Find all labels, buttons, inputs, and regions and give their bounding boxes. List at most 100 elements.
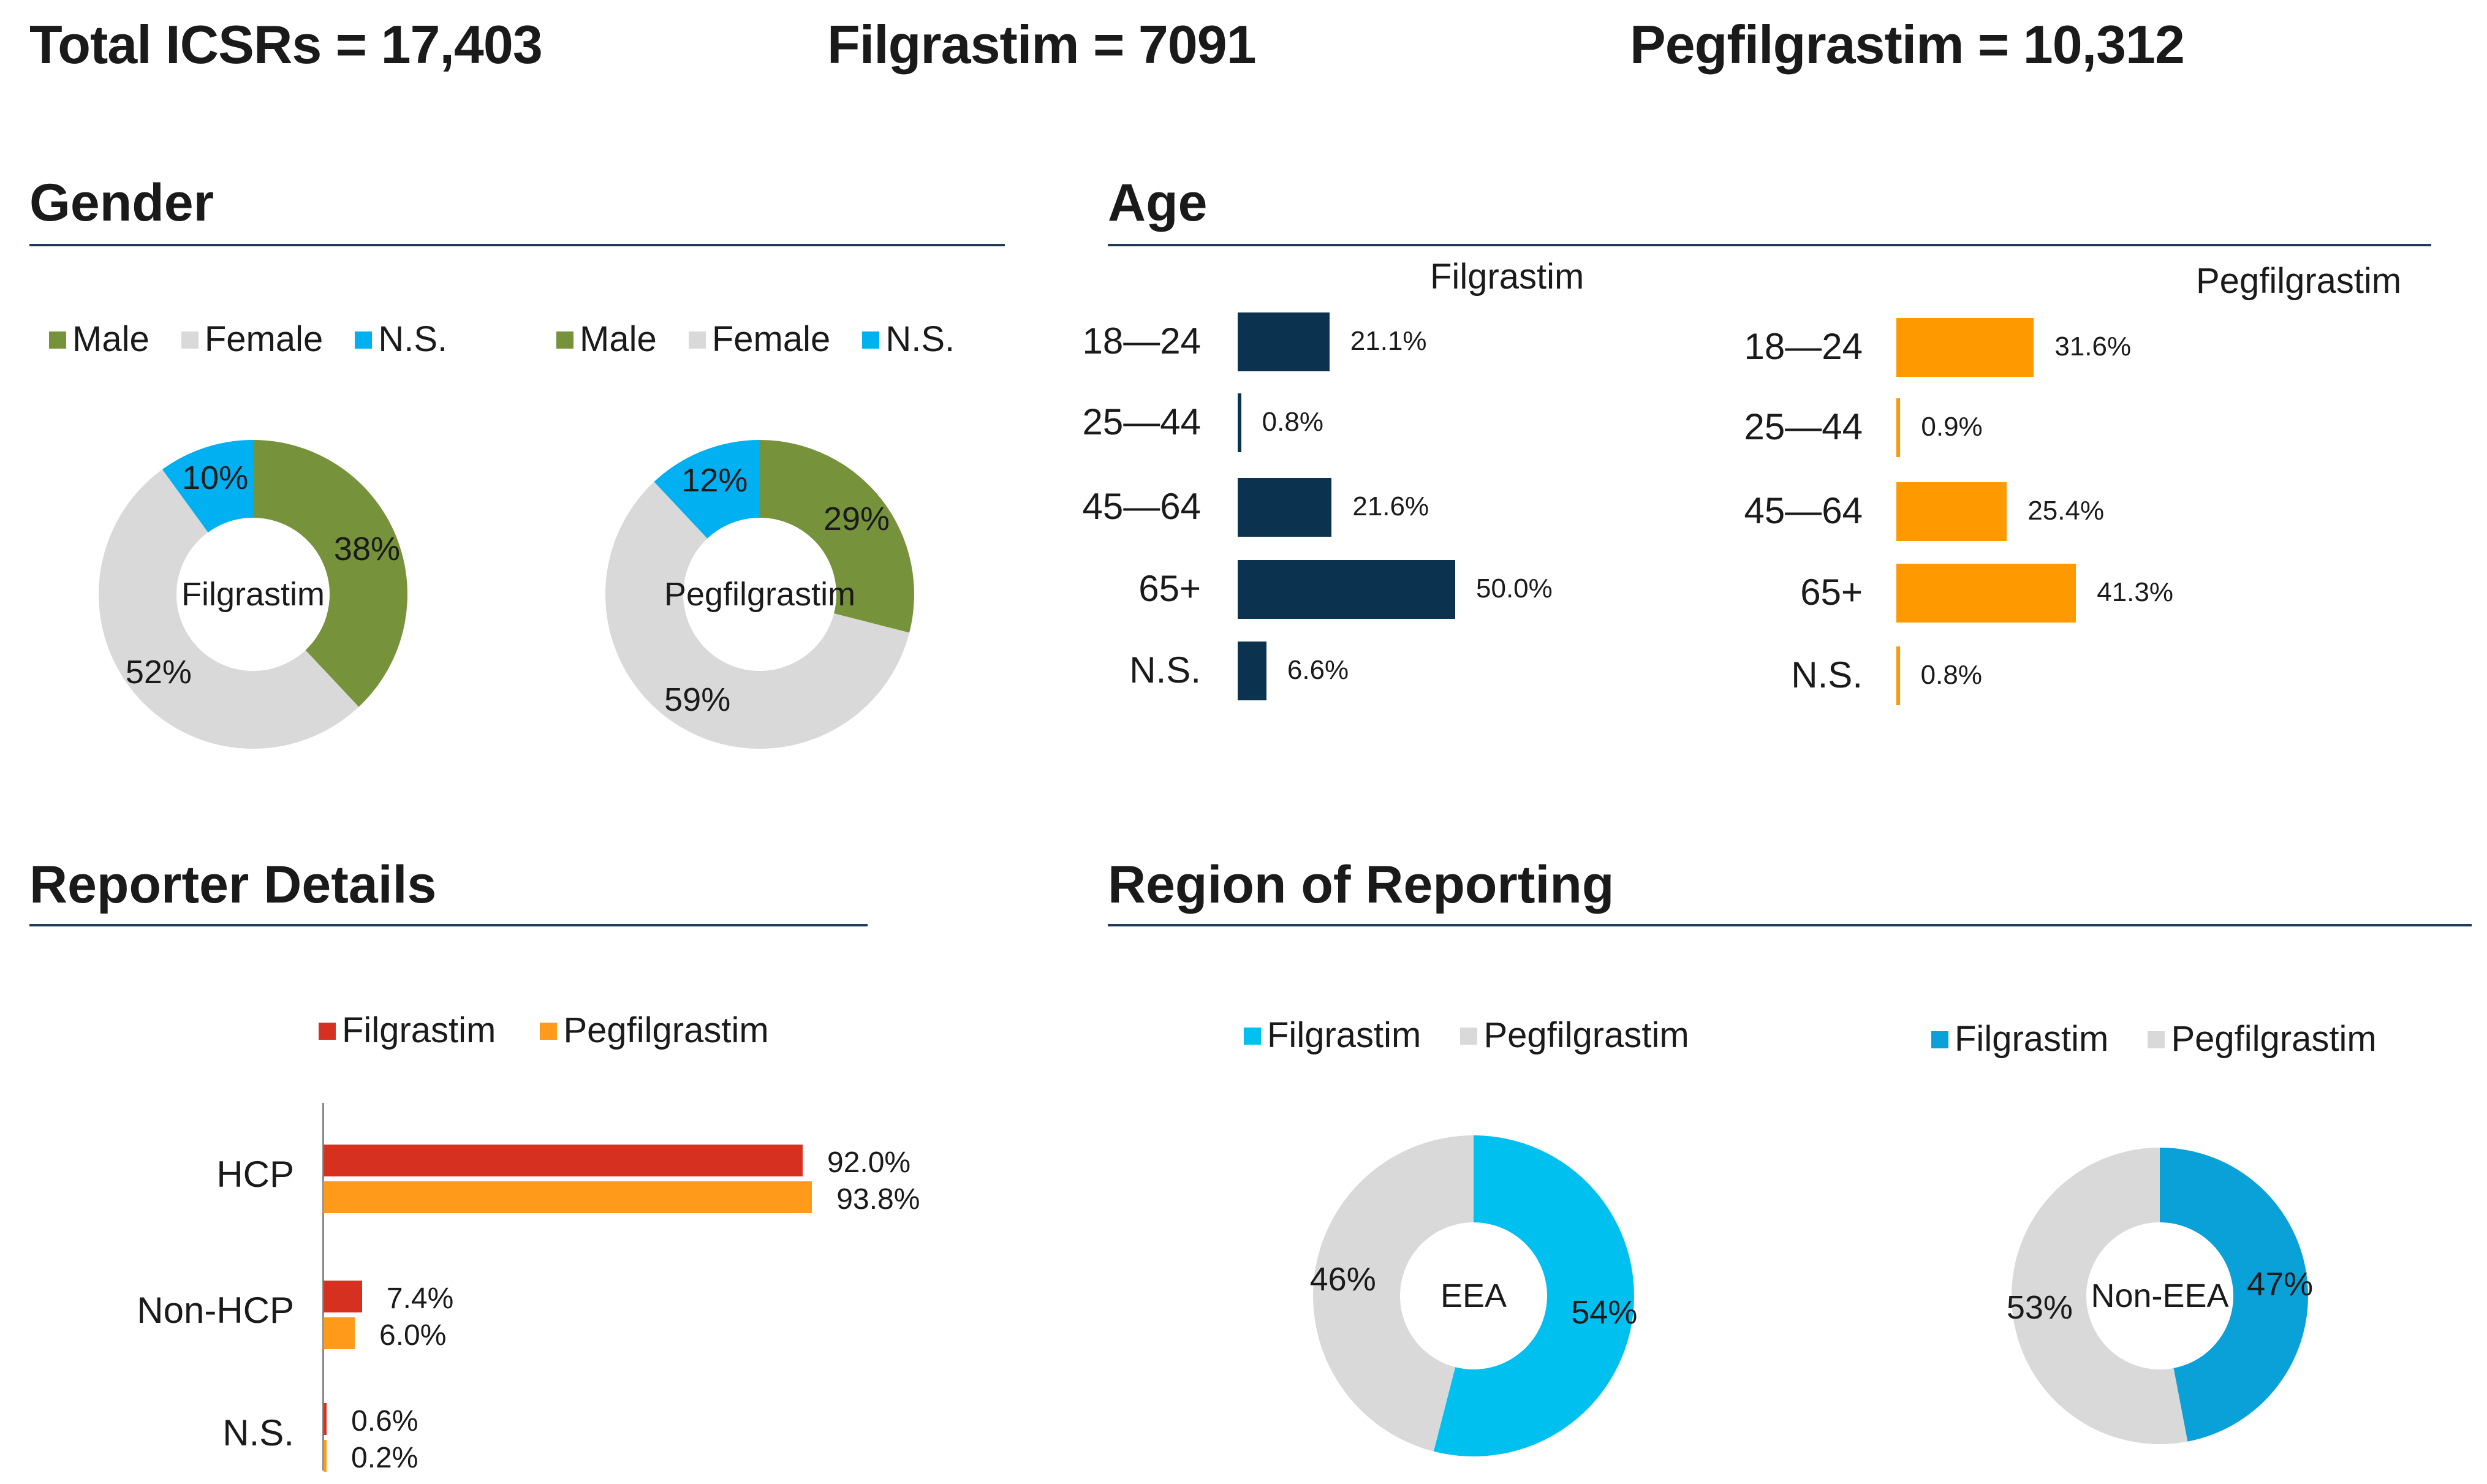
age-value-label: 0.8% — [1920, 660, 1982, 690]
age-category-label: 45—64 — [1744, 490, 1863, 531]
slice-male — [253, 440, 407, 707]
legend-swatch-ns — [355, 331, 373, 349]
reporter-bar — [324, 1440, 327, 1472]
slice-value-label: 53% — [2006, 1289, 2073, 1326]
slice-value-label: 47% — [2247, 1266, 2314, 1303]
age-section-title: Age — [1108, 173, 1208, 232]
age-category-label: 65+ — [1138, 568, 1201, 609]
gender-legend-pegfilgrastim: Male Female N.S. — [556, 319, 955, 360]
legend-pegfilgrastim: Pegfilgrastim — [1460, 1015, 1689, 1055]
age-pegfilgrastim-title: Pegfilgrastim — [2196, 261, 2402, 301]
legend-swatch-pegfilgrastim — [540, 1023, 558, 1040]
age-bar — [1238, 560, 1455, 619]
reporter-value-label: 6.0% — [379, 1319, 447, 1352]
region-section-title: Region of Reporting — [1108, 855, 1614, 914]
legend-swatch-filgrastim — [1931, 1031, 1948, 1048]
slice-n-s — [162, 440, 253, 532]
legend-pegfilgrastim: Pegfilgrastim — [2148, 1019, 2377, 1059]
legend-swatch-male — [556, 331, 573, 349]
reporter-category-label: Non-HCP — [137, 1290, 294, 1331]
region-divider — [1108, 924, 2472, 926]
legend-filgrastim: Filgrastim — [1244, 1015, 1421, 1055]
age-category-label: 65+ — [1800, 572, 1863, 613]
legend-female: Female — [688, 319, 830, 359]
legend-filgrastim: Filgrastim — [1931, 1019, 2108, 1059]
slice-female — [98, 469, 359, 749]
age-bar — [1896, 398, 1901, 457]
reporter-bar — [324, 1145, 803, 1176]
age-category-label: 18—24 — [1082, 320, 1201, 362]
slice-filgrastim — [1433, 1135, 1634, 1456]
reporter-value-label: 93.8% — [836, 1183, 920, 1216]
legend-swatch-male — [49, 331, 66, 349]
slice-n-s — [654, 440, 760, 539]
age-filgrastim-title: Filgrastim — [1430, 257, 1584, 297]
reporter-section-title: Reporter Details — [29, 855, 437, 914]
legend-male: Male — [49, 319, 150, 359]
legend-ns: N.S. — [862, 319, 955, 359]
slice-value-label: 54% — [1571, 1293, 1638, 1331]
reporter-value-label: 0.2% — [351, 1442, 418, 1474]
age-value-label: 21.1% — [1350, 326, 1427, 356]
age-bar — [1238, 312, 1330, 371]
region-legend-eea: Filgrastim Pegfilgrastim — [1244, 1015, 1689, 1056]
reporter-category-label: HCP — [216, 1154, 294, 1195]
legend-swatch-female — [181, 331, 199, 349]
slice-pegfilgrastim — [1312, 1135, 1474, 1452]
donut-center-label: Pegfilgrastim — [664, 576, 856, 613]
region-legend-noneea: Filgrastim Pegfilgrastim — [1931, 1018, 2377, 1059]
age-bar — [1896, 482, 2007, 541]
age-category-label: 45—64 — [1082, 486, 1201, 527]
slice-female — [605, 482, 910, 749]
slice-value-label: 46% — [1309, 1261, 1376, 1298]
slice-value-label: 59% — [664, 681, 731, 719]
total-icsrs: Total ICSRs = 17,403 — [29, 14, 543, 75]
reporter-value-label: 7.4% — [386, 1282, 454, 1315]
donut-center-label: EEA — [1440, 1278, 1507, 1314]
legend-swatch-filgrastim — [1244, 1028, 1261, 1045]
slice-value-label: 10% — [182, 459, 249, 496]
reporter-category-label: N.S. — [222, 1412, 294, 1453]
reporter-value-label: 92.0% — [827, 1146, 911, 1179]
age-bar — [1896, 318, 2034, 377]
donut-center-label: Filgrastim — [181, 576, 325, 613]
filgrastim-total: Filgrastim = 7091 — [827, 14, 1257, 75]
legend-pegfilgrastim: Pegfilgrastim — [540, 1010, 769, 1050]
legend-swatch-ns — [862, 331, 880, 349]
legend-female: Female — [181, 319, 323, 359]
age-bar — [1896, 564, 2076, 623]
legend-swatch-pegfilgrastim — [2148, 1031, 2165, 1048]
reporter-axis — [322, 1103, 324, 1471]
legend-filgrastim: Filgrastim — [319, 1010, 496, 1050]
legend-swatch-female — [688, 331, 706, 349]
slice-filgrastim — [2160, 1148, 2308, 1442]
age-value-label: 41.3% — [2097, 577, 2173, 607]
reporter-legend: Filgrastim Pegfilgrastim — [319, 1010, 769, 1051]
age-category-label: N.S. — [1129, 649, 1201, 691]
age-divider — [1108, 244, 2431, 246]
age-value-label: 50.0% — [1476, 574, 1553, 604]
age-value-label: 0.9% — [1921, 412, 1983, 442]
age-value-label: 21.6% — [1352, 491, 1429, 521]
reporter-bar — [324, 1181, 812, 1213]
age-category-label: 25—44 — [1744, 406, 1863, 447]
age-value-label: 6.6% — [1287, 655, 1349, 685]
age-value-label: 0.8% — [1262, 407, 1323, 437]
gender-section-title: Gender — [29, 173, 214, 232]
age-value-label: 31.6% — [2054, 331, 2132, 362]
reporter-divider — [29, 924, 868, 926]
reporter-bar — [324, 1317, 355, 1349]
slice-male — [760, 440, 914, 633]
legend-ns: N.S. — [355, 319, 447, 359]
age-bar — [1896, 646, 1900, 705]
age-value-label: 25.4% — [2027, 496, 2105, 526]
slice-value-label: 38% — [333, 531, 400, 568]
slice-value-label: 52% — [125, 654, 192, 691]
legend-swatch-pegfilgrastim — [1460, 1028, 1478, 1045]
reporter-value-label: 0.6% — [351, 1405, 418, 1437]
age-category-label: 25—44 — [1082, 401, 1201, 442]
legend-male: Male — [556, 319, 657, 359]
slice-value-label: 29% — [823, 501, 890, 538]
age-bar — [1238, 393, 1241, 452]
